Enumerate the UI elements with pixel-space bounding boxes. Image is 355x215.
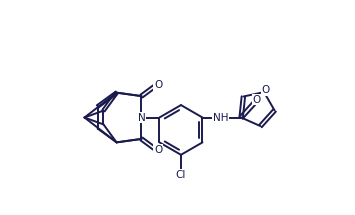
Text: O: O bbox=[154, 145, 162, 155]
Text: O: O bbox=[262, 85, 270, 95]
Text: NH: NH bbox=[213, 112, 228, 123]
Text: O: O bbox=[154, 80, 162, 90]
Text: N: N bbox=[138, 112, 145, 123]
Text: O: O bbox=[252, 95, 261, 104]
Text: Cl: Cl bbox=[176, 170, 186, 180]
